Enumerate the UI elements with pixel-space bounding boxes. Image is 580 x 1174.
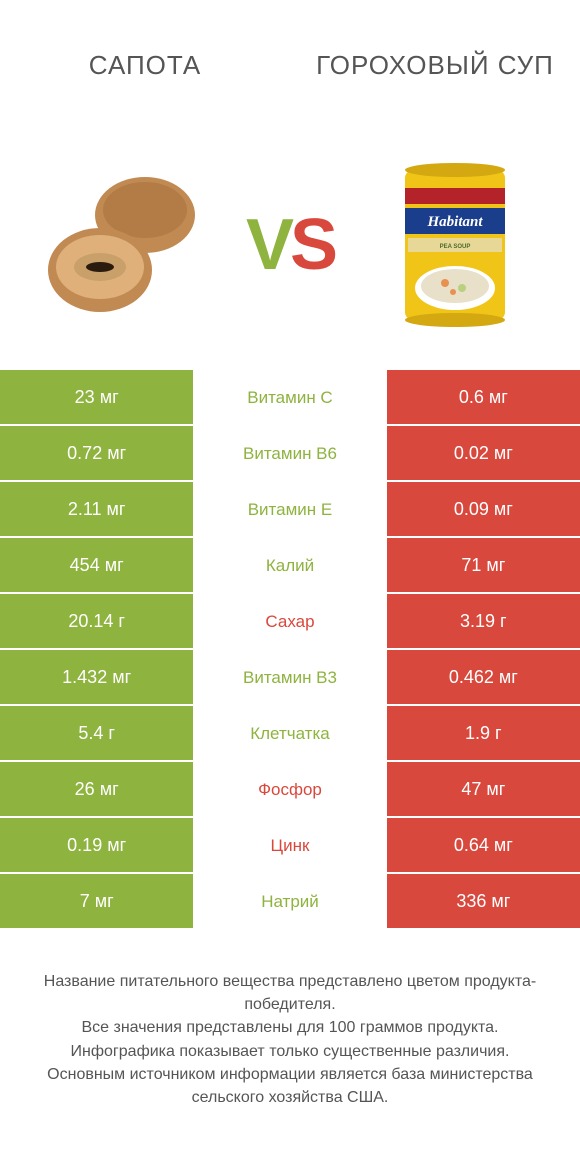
vs-label: VS	[220, 204, 360, 286]
cell-left: 0.72 мг	[0, 426, 193, 482]
footer-line: Все значения представлены для 100 граммо…	[20, 1016, 560, 1039]
table-row: 0.19 мгЦинк0.64 мг	[0, 818, 580, 874]
table-row: 20.14 гСахар3.19 г	[0, 594, 580, 650]
cell-label: Витамин E	[193, 482, 386, 538]
cell-left: 454 мг	[0, 538, 193, 594]
cell-left: 7 мг	[0, 874, 193, 930]
footer-line: Инфографика показывает только существенн…	[20, 1040, 560, 1063]
vs-s: S	[290, 205, 334, 285]
soup-can-icon: Habitant PEA SOUP	[390, 160, 520, 330]
cell-label: Фосфор	[193, 762, 386, 818]
cell-right: 47 мг	[387, 762, 580, 818]
table-row: 454 мгКалий71 мг	[0, 538, 580, 594]
svg-text:Habitant: Habitant	[426, 214, 483, 230]
cell-label: Клетчатка	[193, 706, 386, 762]
header-right: ГОРОХОВЫЙ СУП	[290, 50, 580, 81]
cell-label: Натрий	[193, 874, 386, 930]
header: САПОТА ГОРОХОВЫЙ СУП	[0, 0, 580, 130]
svg-text:PEA SOUP: PEA SOUP	[440, 244, 471, 250]
cell-right: 71 мг	[387, 538, 580, 594]
footer-line: Основным источником информации является …	[20, 1063, 560, 1109]
footer-line: Название питательного вещества представл…	[20, 970, 560, 1016]
header-left: САПОТА	[0, 50, 290, 81]
cell-left: 20.14 г	[0, 594, 193, 650]
table-row: 0.72 мгВитамин B60.02 мг	[0, 426, 580, 482]
cell-right: 0.6 мг	[387, 370, 580, 426]
comparison-table: 23 мгВитамин C0.6 мг0.72 мгВитамин B60.0…	[0, 370, 580, 930]
cell-right: 0.462 мг	[387, 650, 580, 706]
cell-label: Витамин B6	[193, 426, 386, 482]
cell-label: Сахар	[193, 594, 386, 650]
hero-row: VS Habitant PEA SOUP	[0, 130, 580, 360]
table-row: 7 мгНатрий336 мг	[0, 874, 580, 930]
cell-left: 23 мг	[0, 370, 193, 426]
cell-left: 2.11 мг	[0, 482, 193, 538]
cell-left: 5.4 г	[0, 706, 193, 762]
cell-right: 3.19 г	[387, 594, 580, 650]
footer: Название питательного вещества представл…	[0, 930, 580, 1109]
cell-label: Витамин C	[193, 370, 386, 426]
cell-right: 336 мг	[387, 874, 580, 930]
table-row: 23 мгВитамин C0.6 мг	[0, 370, 580, 426]
cell-right: 0.64 мг	[387, 818, 580, 874]
hero-right-image: Habitant PEA SOUP	[360, 160, 550, 330]
cell-left: 0.19 мг	[0, 818, 193, 874]
cell-right: 1.9 г	[387, 706, 580, 762]
table-row: 1.432 мгВитамин B30.462 мг	[0, 650, 580, 706]
cell-left: 26 мг	[0, 762, 193, 818]
cell-label: Витамин B3	[193, 650, 386, 706]
table-row: 2.11 мгВитамин E0.09 мг	[0, 482, 580, 538]
vs-v: V	[246, 205, 290, 285]
cell-left: 1.432 мг	[0, 650, 193, 706]
cell-label: Цинк	[193, 818, 386, 874]
table-row: 5.4 гКлетчатка1.9 г	[0, 706, 580, 762]
cell-right: 0.09 мг	[387, 482, 580, 538]
sapota-icon	[45, 170, 205, 320]
table-row: 26 мгФосфор47 мг	[0, 762, 580, 818]
cell-label: Калий	[193, 538, 386, 594]
cell-right: 0.02 мг	[387, 426, 580, 482]
hero-left-image	[30, 170, 220, 320]
